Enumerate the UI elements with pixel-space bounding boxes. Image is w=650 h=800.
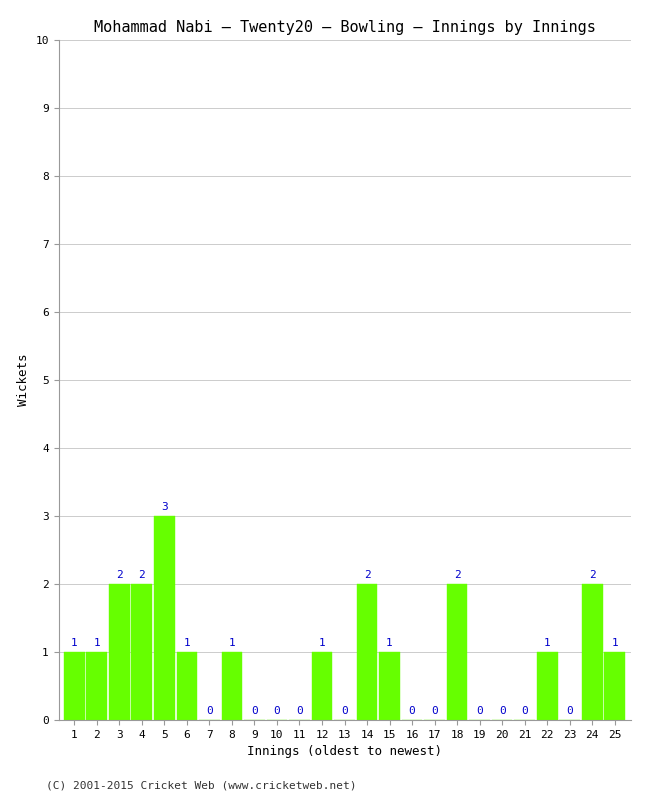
Title: Mohammad Nabi – Twenty20 – Bowling – Innings by Innings: Mohammad Nabi – Twenty20 – Bowling – Inn…: [94, 20, 595, 34]
Text: 0: 0: [566, 706, 573, 716]
Bar: [109, 584, 129, 720]
Y-axis label: Wickets: Wickets: [17, 354, 30, 406]
Bar: [604, 652, 625, 720]
Text: 2: 2: [363, 570, 370, 580]
Bar: [447, 584, 467, 720]
Text: 0: 0: [476, 706, 483, 716]
Bar: [177, 652, 197, 720]
Text: 1: 1: [183, 638, 190, 648]
Bar: [537, 652, 558, 720]
Bar: [357, 584, 378, 720]
X-axis label: Innings (oldest to newest): Innings (oldest to newest): [247, 746, 442, 758]
Text: 0: 0: [251, 706, 258, 716]
Bar: [131, 584, 152, 720]
Text: 0: 0: [206, 706, 213, 716]
Text: 0: 0: [499, 706, 506, 716]
Text: 0: 0: [274, 706, 280, 716]
Text: 1: 1: [71, 638, 77, 648]
Text: 1: 1: [318, 638, 326, 648]
Text: 2: 2: [116, 570, 123, 580]
Text: 0: 0: [341, 706, 348, 716]
Text: 2: 2: [138, 570, 145, 580]
Text: (C) 2001-2015 Cricket Web (www.cricketweb.net): (C) 2001-2015 Cricket Web (www.cricketwe…: [46, 781, 356, 790]
Text: 1: 1: [544, 638, 551, 648]
Bar: [222, 652, 242, 720]
Text: 2: 2: [589, 570, 595, 580]
Bar: [154, 516, 175, 720]
Bar: [64, 652, 84, 720]
Text: 1: 1: [94, 638, 100, 648]
Bar: [311, 652, 332, 720]
Text: 1: 1: [612, 638, 618, 648]
Text: 1: 1: [386, 638, 393, 648]
Bar: [86, 652, 107, 720]
Text: 0: 0: [296, 706, 303, 716]
Text: 0: 0: [521, 706, 528, 716]
Text: 1: 1: [229, 638, 235, 648]
Text: 3: 3: [161, 502, 168, 512]
Text: 2: 2: [454, 570, 460, 580]
Text: 0: 0: [431, 706, 438, 716]
Bar: [379, 652, 400, 720]
Bar: [582, 584, 603, 720]
Text: 0: 0: [409, 706, 415, 716]
